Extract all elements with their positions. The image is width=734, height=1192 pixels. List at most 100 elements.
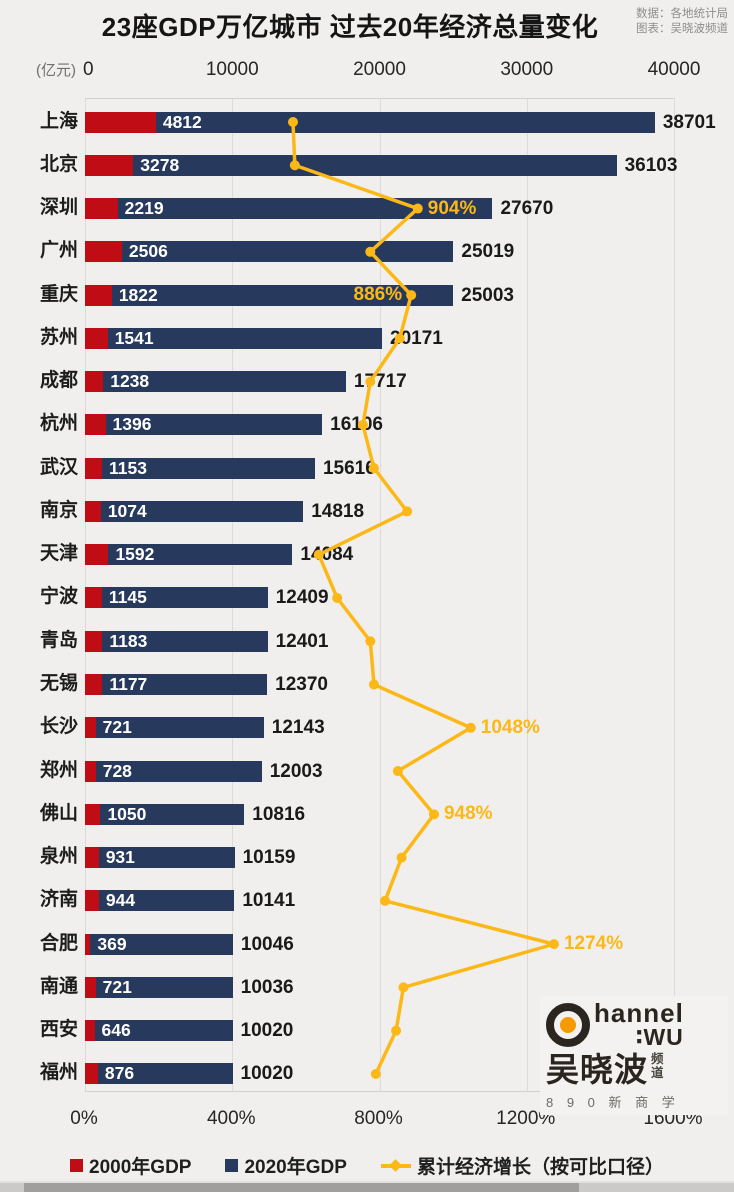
value-label-2020: 10141	[242, 890, 296, 912]
value-label-2020: 14818	[311, 500, 365, 522]
city-label: 南通	[39, 975, 78, 997]
value-label-2000: 1050	[107, 803, 147, 824]
city-label: 青岛	[39, 629, 78, 651]
city-label: 福州	[39, 1062, 78, 1084]
bar-row-长沙: 长沙 721 12143	[40, 716, 674, 739]
city-label: 成都	[39, 370, 78, 392]
legend-line-diamond-icon	[380, 1158, 411, 1174]
value-label-2000: 1177	[109, 674, 148, 694]
city-label: 合肥	[39, 932, 78, 954]
bar-2000-gdp	[85, 1020, 95, 1042]
growth-callout-深圳: 904%	[427, 197, 477, 219]
legend-item: 2020年GDP	[225, 1152, 347, 1179]
city-label: 佛山	[39, 802, 78, 824]
value-label-2020: 38701	[662, 111, 716, 133]
bar-row-北京: 北京 3278 36103	[40, 154, 677, 176]
legend-label: 2000年GDP	[89, 1157, 192, 1178]
growth-callout-长沙: 1048%	[480, 716, 540, 738]
bar-2020-gdp	[85, 1020, 233, 1042]
value-label-2000: 1238	[110, 371, 150, 392]
bar-2020-gdp	[85, 630, 268, 652]
axis-unit-label: (亿元)	[36, 62, 76, 79]
value-label-2000: 876	[104, 1063, 135, 1084]
bar-2000-gdp	[85, 111, 156, 133]
bar-2020-gdp	[85, 976, 233, 998]
legend-square-icon	[70, 1159, 84, 1172]
bar-2020-gdp	[85, 500, 304, 522]
city-label: 南京	[39, 499, 78, 521]
bar-2000-gdp	[85, 327, 108, 349]
value-label-2020: 12409	[275, 587, 329, 609]
city-label: 深圳	[39, 197, 78, 219]
plot-border	[85, 1091, 674, 1092]
logo-brand-row: hannel ∶WU	[546, 1000, 722, 1049]
value-label-2000: 1074	[107, 500, 147, 521]
channel-wu-logo: hannel ∶WU 吴晓波 频 道 8 9 0 新 商 学	[540, 996, 728, 1115]
logo-suffix-text: 频 道	[651, 1052, 664, 1080]
bar-row-福州: 福州 876 10020	[40, 1062, 674, 1085]
bar-row-济南: 济南 944 10141	[40, 889, 674, 912]
city-label: 宁波	[39, 586, 78, 608]
bar-2000-gdp	[85, 457, 102, 479]
logo-wu-text: ∶WU	[635, 1024, 684, 1050]
bar-2020-gdp	[85, 674, 268, 695]
legend-item: 2000年GDP	[70, 1152, 191, 1179]
value-label-2000: 728	[102, 760, 132, 781]
bar-row-广州: 广州 2506 25019	[40, 240, 674, 263]
bar-2020-gdp	[85, 890, 235, 912]
plot-border	[85, 98, 674, 99]
logo-name-row: 吴晓波 频 道	[546, 1052, 722, 1087]
bar-row-无锡: 无锡 1177 12370	[40, 673, 674, 695]
value-label-2020: 10020	[240, 1020, 294, 1042]
horizontal-scrollbar[interactable]	[0, 1183, 734, 1192]
bar-row-杭州: 杭州 1396 16106	[40, 413, 674, 436]
city-label: 天津	[39, 543, 78, 565]
chart-legend: 2000年GDP 2020年GDP 累计经济增长（按可比口径）	[0, 1152, 734, 1179]
bar-row-西安: 西安 646 10020	[40, 1019, 674, 1042]
percent-axis-tick: 0%	[70, 1108, 98, 1129]
page-title: 23座GDP万亿城市 过去20年经济总量变化	[101, 12, 599, 42]
city-label: 上海	[39, 110, 78, 132]
bar-2000-gdp	[85, 241, 122, 263]
value-label-2000: 1592	[115, 544, 155, 565]
value-label-2020: 12401	[275, 630, 329, 652]
gridline	[674, 98, 675, 1091]
bar-2000-gdp	[85, 803, 101, 825]
city-label: 重庆	[39, 283, 78, 305]
logo-ring-icon	[546, 1003, 590, 1047]
value-label-2000: 1183	[109, 630, 148, 651]
bar-2020-gdp	[85, 587, 268, 609]
bar-2000-gdp	[85, 674, 103, 695]
legend-item: 累计经济增长（按可比口径）	[380, 1152, 664, 1179]
value-label-2000: 721	[102, 717, 132, 738]
chart-plot-area: 上海 4812 38701 北京 3278 36103 深圳 2219 27670 广州 2506 2…	[40, 98, 716, 1092]
logo-suffix-char-2: 道	[651, 1065, 664, 1080]
bar-row-天津: 天津 1592 14084	[40, 543, 674, 566]
legend-square-icon	[225, 1159, 239, 1172]
value-label-2020: 10046	[240, 933, 294, 955]
logo-brand-words: hannel ∶WU	[594, 1000, 684, 1049]
city-label: 无锡	[39, 673, 78, 694]
value-label-2000: 944	[105, 890, 136, 911]
value-label-2020: 12370	[275, 674, 328, 695]
value-label-2020: 14084	[300, 544, 354, 566]
value-label-2020: 20171	[390, 327, 443, 349]
data-source-note: 数据：各地统计局 图表：吴晓波频道	[636, 7, 728, 37]
bar-2020-gdp	[85, 803, 245, 825]
bar-row-深圳: 深圳 2219 27670	[40, 197, 674, 220]
logo-suffix-char-1: 频	[651, 1052, 664, 1066]
bar-2020-gdp	[85, 717, 264, 739]
value-label-2020: 10816	[252, 803, 306, 825]
city-label: 北京	[39, 153, 78, 175]
bottom-divider	[0, 1181, 734, 1183]
value-label-2000: 721	[102, 976, 132, 997]
bar-2000-gdp	[85, 847, 99, 869]
bar-row-宁波: 宁波 1145 12409	[40, 586, 674, 609]
axis-zero-tick: 0	[83, 59, 94, 80]
scrollbar-thumb[interactable]	[24, 1183, 579, 1192]
bar-row-郑州: 郑州 728 12003	[40, 760, 674, 782]
bar-row-成都: 成都 1238 17717	[40, 370, 674, 393]
bar-2000-gdp	[85, 630, 103, 652]
bar-2000-gdp	[85, 976, 96, 998]
value-label-2000: 1822	[118, 284, 158, 305]
